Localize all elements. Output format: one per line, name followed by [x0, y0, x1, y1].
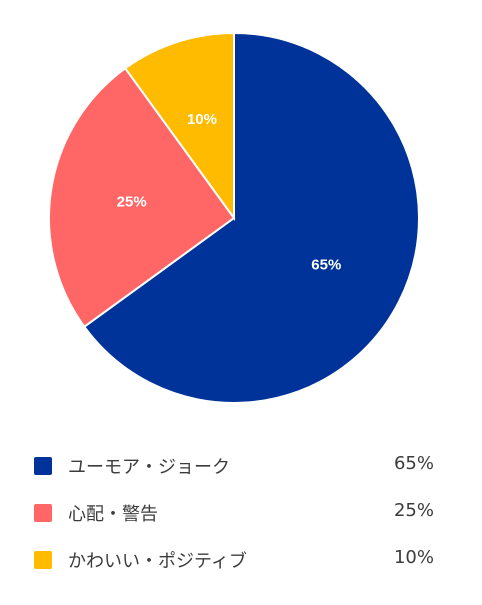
legend-item-humor: ユーモア・ジョーク 65%: [34, 448, 444, 495]
legend-swatch-humor: [34, 457, 52, 475]
legend-value-worry: 25%: [393, 500, 434, 521]
legend-label-worry: 心配・警告: [68, 504, 158, 525]
legend-swatch-cute: [34, 551, 52, 569]
pie-slice-worry: [48, 66, 236, 329]
legend-value-humor: 65%: [393, 453, 434, 474]
legend-value-cute: 10%: [393, 547, 434, 568]
legend-item-cute: かわいい・ポジティブ 10%: [34, 542, 444, 589]
legend-label-humor: ユーモア・ジョーク: [68, 457, 230, 478]
pie-slice-humor: [82, 31, 420, 404]
pie-label-worry: 25%: [117, 193, 147, 210]
pie-label-humor: 65%: [311, 257, 341, 274]
legend-swatch-worry: [34, 504, 52, 522]
legend: ユーモア・ジョーク 65% 心配・警告 25% かわいい・ポジティブ 10%: [34, 448, 444, 589]
legend-item-worry: 心配・警告 25%: [34, 495, 444, 542]
pie-chart: 65% 25% 10%: [48, 31, 420, 404]
legend-label-cute: かわいい・ポジティブ: [68, 551, 247, 572]
pie-label-cute: 10%: [187, 111, 217, 128]
pie-slice-cute: [123, 31, 235, 222]
